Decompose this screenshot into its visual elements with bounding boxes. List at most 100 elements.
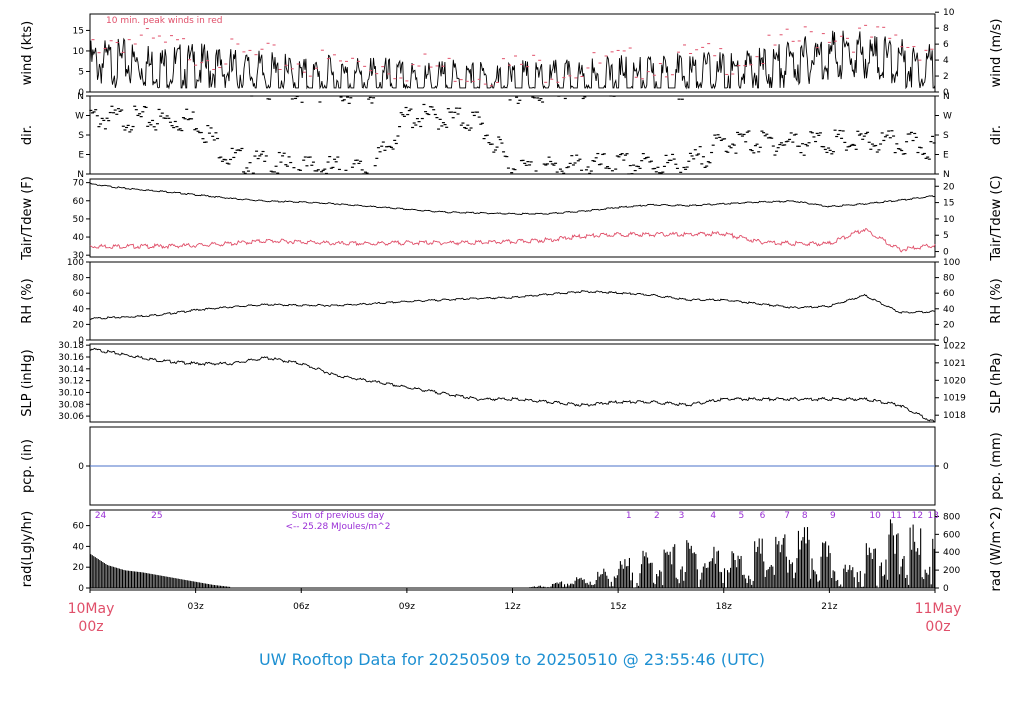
wind-peak-note: 10 min. peak winds in red	[106, 16, 223, 26]
pcp-ylabel-left: pcp. (in)	[20, 439, 35, 493]
figure-title: UW Rooftop Data for 20250509 to 20250510…	[259, 650, 765, 669]
rad-hour-mark: 12	[912, 511, 923, 521]
pcp-panel: pcp. (in) pcp. (mm) 0 0	[20, 426, 1004, 506]
temperature-left-tick-label: 30	[73, 251, 85, 261]
slp-ylabel-left: SLP (inHg)	[20, 349, 35, 417]
start-time-label: 00z	[78, 619, 103, 635]
temperature-right-tick-label: 5	[943, 231, 949, 241]
temperature-panel: Tair/Tdew (F) Tair/Tdew (C) 30 40 50 60 70 0 5 10…	[20, 175, 1004, 261]
slp-right-tick-label: 1019	[943, 394, 966, 404]
time-axis-tick-label: 18z	[716, 602, 732, 612]
wind-ylabel-right: wind (m/s)	[989, 19, 1004, 88]
wind-left-tick-label: 10	[73, 47, 85, 57]
temperature-right-tick-label: 15	[943, 199, 954, 209]
dewpoint-line	[89, 228, 936, 253]
rad-hour-mark: 10	[869, 511, 881, 521]
rh-right-tick-label: 0	[943, 336, 949, 346]
slp-frame	[89, 343, 936, 423]
start-date-label: 10May	[68, 601, 115, 617]
rh-line	[89, 289, 936, 320]
wind-speed-line	[89, 30, 936, 90]
wind-panel: wind (kts) wind (m/s) 0 5 10 15 0 2 4 6 8 10 10 min.…	[20, 8, 1004, 98]
rad-panel: rad(Lgly/hr) rad (W/m^2)02040600200400600…	[20, 507, 1004, 594]
rad-frame	[89, 509, 936, 589]
rad-hour-mark: 9	[830, 511, 836, 521]
rad-hour-mark: 6	[760, 511, 766, 521]
slp-line	[89, 347, 935, 423]
dir-right-tick-label: E	[943, 151, 949, 161]
rad-hour-mark: 8	[802, 511, 808, 521]
temperature-ylabel-left: Tair/Tdew (F)	[20, 176, 35, 261]
rad-right-tick-label: 600	[943, 530, 960, 540]
pcp-ylabel-right: pcp. (mm)	[989, 432, 1004, 499]
dir-right-tick-label: W	[943, 112, 952, 122]
slp-left-tick-label: 30.16	[58, 353, 84, 363]
rh-ylabel-left: RH (%)	[20, 278, 35, 323]
dir-right-tick-label: N	[943, 92, 950, 102]
rh-right-tick-label: 20	[943, 320, 955, 330]
rh-right-tick-label: 80	[943, 274, 955, 284]
slp-left-tick-label: 30.14	[58, 365, 84, 375]
rad-left-tick-label: 0	[78, 584, 84, 594]
rad-hour-mark: 5	[738, 511, 744, 521]
temperature-left-tick-label: 40	[73, 233, 85, 243]
slp-ylabel-right: SLP (hPa)	[989, 352, 1004, 413]
rad-left-tick-label: 60	[73, 522, 85, 532]
air-temperature-line	[89, 182, 936, 215]
temperature-left-tick-label: 70	[73, 179, 85, 189]
rh-right-tick-label: 60	[943, 289, 955, 299]
temperature-right-tick-label: 10	[943, 215, 955, 225]
end-time-label: 00z	[925, 619, 950, 635]
rad-hour-mark: 25	[151, 511, 162, 521]
rad-right-tick-label: 200	[943, 566, 960, 576]
rad-right-tick-label: 400	[943, 548, 960, 558]
rh-panel: RH (%) RH (%) 0 20 40 60 80 100 0 20 40 60 80 100	[20, 258, 1004, 346]
rh-left-tick-label: 40	[73, 305, 85, 315]
pcp-left-tick-label: 0	[78, 462, 84, 472]
dir-left-tick-label: E	[78, 151, 84, 161]
dir-marks	[89, 95, 936, 175]
rad-hour-mark: 11	[891, 511, 902, 521]
rad-bars	[90, 519, 935, 588]
rad-hour-mark: 2	[654, 511, 660, 521]
dir-left-tick-label: S	[78, 131, 84, 141]
time-axis-tick-label: 12z	[504, 602, 520, 612]
rad-ylabel-left: rad(Lgly/hr)	[20, 511, 35, 587]
rh-left-tick-label: 60	[73, 289, 85, 299]
wind-right-tick-label: 8	[943, 24, 949, 34]
wind-ylabel-left: wind (kts)	[20, 21, 35, 85]
pcp-right-tick-label: 0	[943, 462, 949, 472]
wind-right-tick-label: 4	[943, 56, 949, 66]
time-axis-tick-label: 06z	[293, 602, 309, 612]
wind-right-tick-label: 0	[943, 88, 949, 98]
slp-left-tick-label: 30.06	[58, 412, 84, 422]
wind-left-tick-label: 15	[73, 26, 84, 36]
rh-ylabel-right: RH (%)	[989, 278, 1004, 323]
slp-left-tick-label: 30.12	[58, 377, 84, 387]
rad-hour-mark: 1	[626, 511, 632, 521]
rh-frame	[89, 261, 936, 341]
rad-left-tick-label: 20	[73, 563, 85, 573]
rad-sum-value: <-- 25.28 MJoules/m^2	[286, 522, 391, 532]
time-axis-tick-label: 15z	[610, 602, 626, 612]
dir-left-tick-label: N	[77, 92, 84, 102]
wind-right-tick-label: 6	[943, 40, 949, 50]
time-axis: 10May 00z 11May 00z 03z 06z 09z 12z 15z 18z 21…	[68, 588, 962, 635]
wind-left-tick-label: 5	[78, 67, 84, 77]
dir-left-tick-label: N	[77, 170, 84, 180]
dir-right-tick-label: N	[943, 170, 950, 180]
rh-left-tick-label: 20	[73, 320, 85, 330]
end-date-label: 11May	[915, 601, 962, 617]
slp-left-tick-label: 30.18	[58, 341, 84, 351]
rh-left-tick-label: 80	[73, 274, 85, 284]
rh-right-tick-label: 100	[943, 258, 960, 268]
rad-right-tick-label: 800	[943, 512, 960, 522]
rh-right-tick-label: 40	[943, 305, 955, 315]
time-axis-tick-label: 09z	[399, 602, 415, 612]
slp-left-tick-label: 30.08	[58, 400, 84, 410]
temperature-right-tick-label: 20	[943, 182, 955, 192]
slp-right-tick-label: 1018	[943, 411, 966, 421]
